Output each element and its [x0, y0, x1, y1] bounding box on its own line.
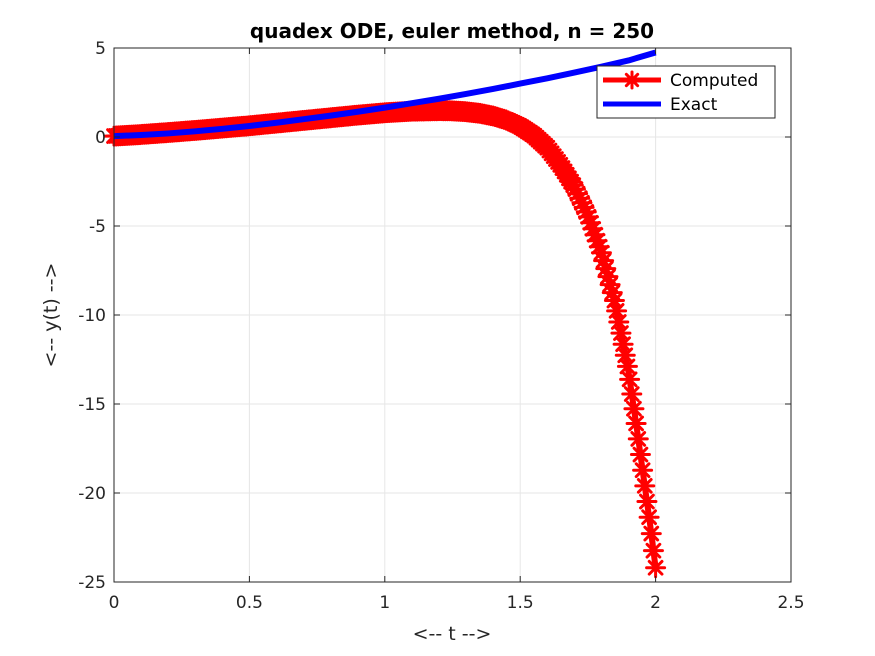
computed-marker	[640, 523, 662, 545]
x-tick-label: 0.5	[236, 593, 263, 613]
x-tick-label: 2.5	[777, 593, 804, 613]
computed-marker	[623, 398, 645, 420]
computed-marker	[645, 557, 667, 579]
legend-asterisk	[622, 70, 642, 90]
y-tick-label: -15	[78, 395, 106, 415]
x-tick-label: 1	[379, 593, 390, 613]
y-tick-label: -20	[78, 484, 106, 504]
x-tick-label: 2	[650, 593, 661, 613]
y-tick-label: 0	[95, 128, 106, 148]
x-axis-label: <-- t -->	[413, 623, 492, 645]
y-tick-labels: 5 0 -5 -10 -15 -20 -25	[78, 39, 106, 593]
computed-marker	[616, 355, 638, 377]
computed-marker	[627, 428, 649, 450]
computed-marker	[636, 491, 658, 513]
y-axis-label: <-- y(t) -->	[40, 263, 62, 368]
legend-computed-marker	[622, 70, 642, 90]
exact-series-line	[113, 49, 657, 140]
legend: Computed Exact	[596, 65, 776, 119]
computed-marker	[634, 475, 656, 497]
y-tick-label: -25	[78, 573, 106, 593]
computed-marker	[642, 540, 664, 562]
x-tick-label: 0	[109, 593, 120, 613]
y-tick-label: -10	[78, 306, 106, 326]
computed-marker	[614, 344, 636, 366]
tick-marks	[113, 47, 792, 583]
legend-computed-label: Computed	[670, 71, 758, 91]
x-tick-labels: 0 0.5 1 1.5 2 2.5	[109, 593, 805, 613]
chart-title: quadex ODE, euler method, n = 250	[250, 19, 654, 43]
y-tick-label: -5	[89, 217, 106, 237]
x-tick-label: 1.5	[507, 593, 534, 613]
computed-marker	[629, 444, 651, 466]
computed-marker	[625, 412, 647, 434]
legend-exact-label: Exact	[670, 95, 718, 115]
computed-marker	[619, 368, 641, 390]
computed-marker	[632, 459, 654, 481]
computed-marker	[638, 506, 660, 528]
computed-marker	[621, 383, 643, 405]
y-tick-label: 5	[95, 39, 106, 59]
